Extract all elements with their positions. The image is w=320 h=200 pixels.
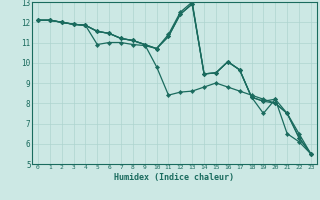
X-axis label: Humidex (Indice chaleur): Humidex (Indice chaleur) [115, 173, 234, 182]
